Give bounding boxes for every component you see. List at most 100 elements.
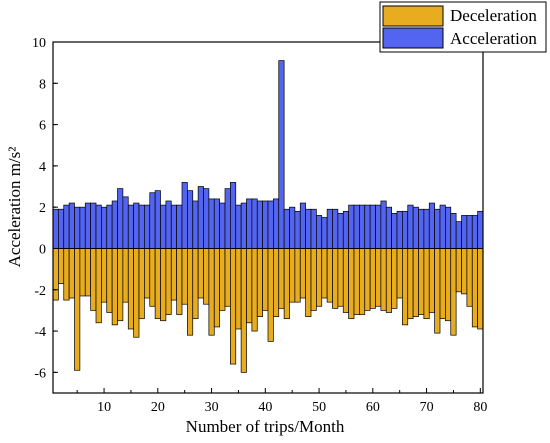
deceleration-bar [58,248,65,284]
deceleration-bar [434,248,441,334]
deceleration-bar [342,248,349,313]
acceleration-bar [106,204,113,249]
y-tick-label: -2 [34,284,46,299]
plot-frame [52,41,484,394]
acceleration-bar [348,204,355,249]
acceleration-bar [256,200,263,249]
deceleration-bar [230,248,237,365]
acceleration-bar [187,190,194,249]
deceleration-bar [197,248,204,299]
acceleration-bar [213,198,220,249]
deceleration-bar [240,248,247,373]
acceleration-bar [412,206,419,249]
deceleration-bar [192,248,199,320]
acceleration-bar [154,190,161,249]
deceleration-bar [283,248,290,320]
deceleration-bar [412,248,419,317]
deceleration-bar [246,248,253,324]
deceleration-bar [84,248,91,297]
acceleration-bar [278,60,285,249]
deceleration-bar [213,248,220,328]
acceleration-bar [299,202,306,249]
acceleration-bar [79,206,86,249]
deceleration-bar [461,248,468,295]
deceleration-bar [138,248,145,320]
acceleration-bar [84,202,91,249]
legend-swatch-acceleration [382,27,444,49]
deceleration-bar [127,248,134,330]
deceleration-bar [154,248,161,320]
deceleration-bar [332,248,339,309]
bars-layer [52,60,484,373]
x-tick-label: 60 [366,400,380,415]
y-tick-label: 2 [39,201,46,216]
acceleration-bar [445,206,452,249]
deceleration-bar [450,248,457,336]
deceleration-bar [380,248,387,311]
deceleration-bar [385,248,392,313]
y-axis: -6 -4 -2 0 2 4 6 8 10 [32,36,58,381]
acceleration-bar [197,186,204,249]
acceleration-bar [283,208,290,249]
x-tick-label: 20 [151,400,165,415]
deceleration-bar [219,248,226,311]
acceleration-bar [434,208,441,249]
deceleration-bar [187,248,194,336]
acceleration-bar [127,204,134,249]
legend-label-acceleration: Acceleration [450,29,537,48]
acceleration-bar [58,208,65,249]
acceleration-bar [418,208,425,249]
acceleration-bar [149,192,156,249]
deceleration-bar [267,248,274,342]
acceleration-bar [122,196,129,249]
acceleration-bar [471,215,478,249]
deceleration-bar [122,248,129,303]
acceleration-bar [176,204,183,249]
deceleration-bar [101,248,108,303]
deceleration-bar [133,248,140,338]
deceleration-bar [326,248,333,303]
x-tick-label: 50 [312,400,326,415]
deceleration-bar [391,248,398,309]
x-tick-label: 80 [473,400,487,415]
deceleration-bar [208,248,215,336]
acceleration-bar [165,200,172,249]
x-axis: 10 20 30 40 50 60 70 80 [76,388,487,415]
deceleration-bar [407,248,414,320]
deceleration-bar [316,248,323,307]
acceleration-bar [423,208,430,249]
acceleration-bar [294,210,301,249]
deceleration-bar [224,248,231,307]
acceleration-bar [235,204,242,249]
y-tick-label: -6 [34,366,46,381]
deceleration-bar [63,248,70,301]
deceleration-bar [111,248,118,326]
deceleration-bar [165,248,172,315]
deceleration-bar [203,248,210,305]
deceleration-bar [181,248,188,305]
acceleration-bar [428,202,435,249]
deceleration-bar [170,248,177,301]
acceleration-bar [321,217,328,249]
acceleration-bar [455,221,462,249]
acceleration-bar [310,208,317,249]
acceleration-bar [439,204,446,249]
deceleration-bar [375,248,382,307]
deceleration-bar [160,248,167,322]
acceleration-bar [208,198,215,249]
acceleration-bar [375,204,382,249]
deceleration-bar [278,248,285,309]
acceleration-bar [369,204,376,249]
deceleration-bar [90,248,97,311]
acceleration-bar [273,198,280,249]
acceleration-bar [95,204,102,249]
acceleration-bar [251,198,258,249]
acceleration-bar [477,210,484,249]
y-tick-label: 10 [32,36,46,51]
deceleration-bar [144,248,151,299]
deceleration-bar [262,248,269,311]
deceleration-bar [359,248,366,315]
deceleration-bar [337,248,344,307]
deceleration-bar [289,248,296,303]
